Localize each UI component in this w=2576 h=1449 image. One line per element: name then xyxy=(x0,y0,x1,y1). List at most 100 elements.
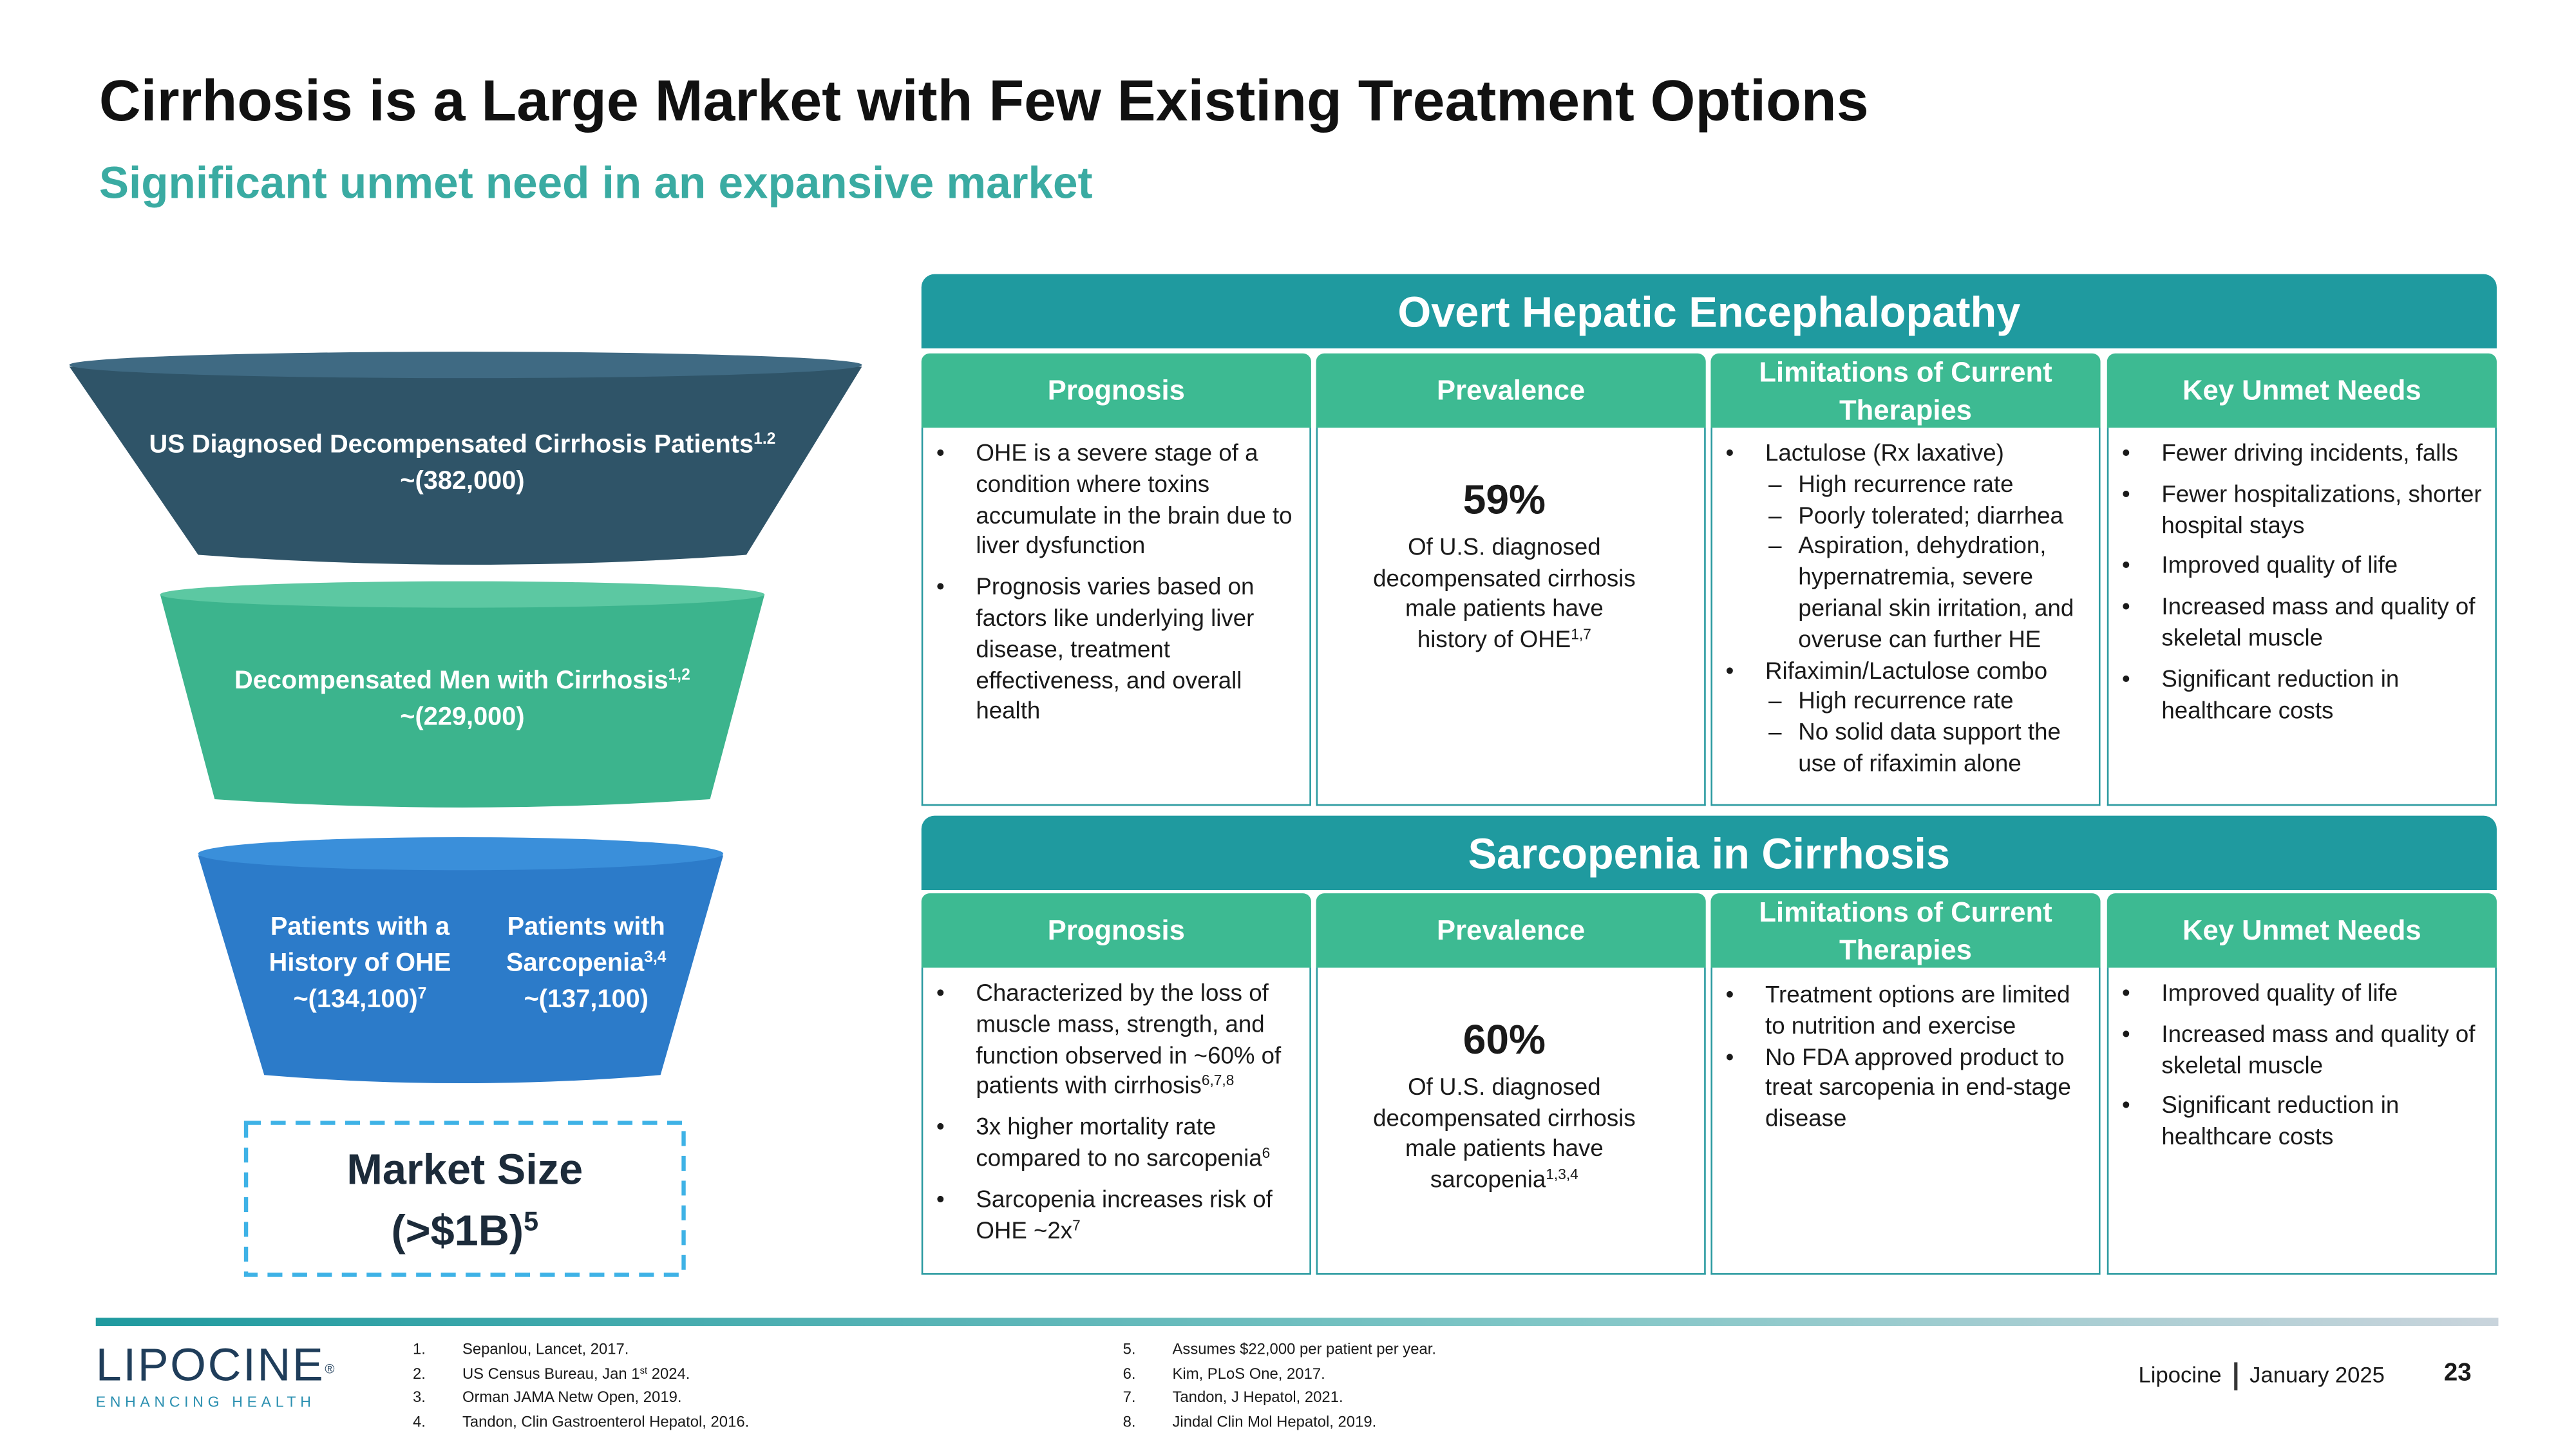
funnel-top xyxy=(69,352,862,379)
bullet-text: Characterized by the loss of muscle mass… xyxy=(976,981,1282,1101)
bullet-text: Increased mass and quality of skeletal m… xyxy=(2161,1021,2476,1079)
funnel-top xyxy=(198,837,724,871)
column-heading: Key Unmet Needs xyxy=(2107,893,2497,968)
stat-text: Of U.S. diagnosed decompensated cirrhosi… xyxy=(1318,533,1690,658)
footnote-text: Assumes $22,000 per patient per year. xyxy=(1172,1341,1437,1358)
bullet: Fewer driving incidents, falls xyxy=(2108,439,2481,470)
sup: 3,4 xyxy=(644,949,667,967)
footnote: Jindal Clin Mol Hepatol, 2019. xyxy=(1173,1409,1377,1433)
footnote-text: Tandon, J Hepatol, 2021. xyxy=(1172,1388,1343,1406)
stat: 60% xyxy=(1463,1017,1546,1064)
column-heading: Prognosis xyxy=(921,893,1311,968)
footnote: Tandon, Clin Gastroenterol Hepatol, 2016… xyxy=(462,1409,749,1433)
sub-bullet: High recurrence rate xyxy=(1765,688,2085,719)
value: ~(229,000) xyxy=(400,703,525,732)
column-body: OHE is a severe stage of a condition whe… xyxy=(921,428,1311,806)
bullet: Improved quality of life xyxy=(2108,552,2481,583)
bullet-text: Improved quality of life xyxy=(2161,553,2398,581)
sup: 1.2 xyxy=(753,430,776,449)
bullet-text: Fewer hospitalizations, shorter hospital… xyxy=(2161,482,2482,540)
value: ~(382,000) xyxy=(400,467,525,496)
bullet-list: Treatment options are limited to nutriti… xyxy=(1712,981,2085,1136)
superscript: 1,3,4 xyxy=(1546,1166,1578,1183)
stat: 59% xyxy=(1463,477,1546,524)
column-heading: Key Unmet Needs xyxy=(2107,353,2497,428)
bullet: Sarcopenia increases risk of OHE ~2x7 xyxy=(923,1185,1296,1247)
bullet: Rifaximin/Lactulose combo High recurrence… xyxy=(1712,656,2085,781)
superscript: 6,7,8 xyxy=(1201,1072,1235,1090)
superscript: 6 xyxy=(1262,1144,1271,1161)
column-heading: Prevalence xyxy=(1316,893,1706,968)
column-body: 59% Of U.S. diagnosed decompensated cirrh… xyxy=(1316,428,1706,806)
footnote: US Census Bureau, Jan 1st 2024. xyxy=(462,1361,690,1385)
funnel-level-3 xyxy=(198,855,724,1084)
bullet: 3x higher mortality rate compared to no … xyxy=(923,1113,1296,1175)
column-body: Treatment options are limited to nutriti… xyxy=(1710,967,2101,1275)
bullet-text: 3x higher mortality rate compared to no … xyxy=(976,1115,1262,1173)
bullet-list: Characterized by the loss of muscle mass… xyxy=(923,980,1296,1247)
footnote-text: Jindal Clin Mol Hepatol, 2019. xyxy=(1172,1412,1377,1430)
title: Cirrhosis is a Large Market with Few Exi… xyxy=(99,69,1869,134)
funnel-level-2 xyxy=(160,594,765,808)
logo-name: LIPOCINE xyxy=(95,1339,325,1390)
bullet: Prognosis varies based on factors like u… xyxy=(923,573,1296,728)
column-body: 60% Of U.S. diagnosed decompensated cirrh… xyxy=(1316,967,1706,1275)
bullet-text: Improved quality of life xyxy=(2161,981,2398,1008)
column-heading: Limitations of Current Therapies xyxy=(1710,893,2101,968)
footnote-text: Orman JAMA Netw Open, 2019. xyxy=(462,1388,682,1406)
footnote-number: 2. xyxy=(413,1365,426,1381)
bullet-text: Significant reduction in healthcare cost… xyxy=(2161,667,2400,724)
bullet-text: OHE is a severe stage of a condition whe… xyxy=(976,440,1293,561)
sup: 1,2 xyxy=(668,667,690,685)
sup: 5 xyxy=(524,1207,539,1237)
text: Of U.S. diagnosed decompensated cirrhosi… xyxy=(1373,535,1636,654)
bullet: Increased mass and quality of skeletal m… xyxy=(2108,1020,2481,1082)
footnote-number: 1. xyxy=(413,1341,426,1358)
superscript: 7 xyxy=(1072,1216,1081,1233)
sub-bullet: Aspiration, dehydration, hypernatremia, … xyxy=(1765,533,2085,657)
footnote-text: 2024. xyxy=(647,1365,690,1381)
footnote: Kim, PLoS One, 2017. xyxy=(1173,1361,1325,1385)
value: (>$1B) xyxy=(391,1205,524,1255)
sub-bullet: Poorly tolerated; diarrhea xyxy=(1765,501,2085,532)
bullet-list: Fewer driving incidents, falls Fewer hosp… xyxy=(2108,439,2482,727)
column-heading: Limitations of Current Therapies xyxy=(1710,353,2101,428)
divider xyxy=(95,1318,2499,1326)
bullet-text: Increased mass and quality of skeletal m… xyxy=(2161,594,2476,652)
bullet: Lactulose (Rx laxative)High recurrence r… xyxy=(1712,439,2085,656)
sup: 7 xyxy=(417,985,427,1004)
funnel-label: Patients with a History of OHE ~(134,100… xyxy=(248,910,473,1019)
value: ~(134,100) xyxy=(293,985,418,1014)
bullet-text: Rifaximin/Lactulose combo xyxy=(1765,658,2048,685)
label: Patients with Sarcopenia xyxy=(506,913,665,978)
footnote-text: US Census Bureau, Jan 1 xyxy=(462,1365,640,1381)
stat-text: Of U.S. diagnosed decompensated cirrhosi… xyxy=(1318,1073,1690,1197)
column-heading: Prevalence xyxy=(1316,353,1706,428)
logo: LIPOCINE® ENHANCING HEALTH xyxy=(95,1339,336,1410)
section-banner: Sarcopenia in Cirrhosis xyxy=(921,815,2497,891)
footer: Lipocine January 2025 xyxy=(2139,1362,2385,1390)
funnel-top xyxy=(160,581,765,608)
footnote-number: 3. xyxy=(413,1388,426,1406)
footnote: Sepanlou, Lancet, 2017. xyxy=(462,1338,629,1361)
bullet: Increased mass and quality of skeletal m… xyxy=(2108,593,2481,655)
column-body: Improved quality of life Increased mass a… xyxy=(2107,967,2497,1275)
bullet-text: No FDA approved product to treat sarcope… xyxy=(1765,1045,2071,1133)
logo-tagline: ENHANCING HEALTH xyxy=(95,1394,316,1410)
bullet-text: Prognosis varies based on factors like u… xyxy=(976,574,1255,726)
bullet: OHE is a severe stage of a condition whe… xyxy=(923,439,1296,564)
column-body: Characterized by the loss of muscle mass… xyxy=(921,967,1311,1275)
sub-bullet: High recurrence rate xyxy=(1765,470,2085,501)
label: Decompensated Men with Cirrhosis xyxy=(234,667,668,696)
footnote: Assumes $22,000 per patient per year. xyxy=(1173,1338,1436,1361)
superscript: st xyxy=(639,1366,648,1376)
column-heading: Prognosis xyxy=(921,353,1311,428)
bullet: Characterized by the loss of muscle mass… xyxy=(923,980,1296,1104)
footnote-text: Tandon, Clin Gastroenterol Hepatol, 2016… xyxy=(462,1412,750,1430)
text: Of U.S. diagnosed decompensated cirrhosi… xyxy=(1373,1074,1636,1195)
bullet: Improved quality of life xyxy=(2108,980,2481,1010)
footnote: Orman JAMA Netw Open, 2019. xyxy=(462,1385,682,1409)
company: Lipocine xyxy=(2138,1362,2222,1388)
